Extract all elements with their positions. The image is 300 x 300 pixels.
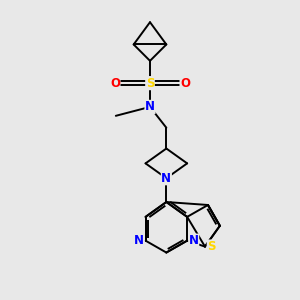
Text: O: O bbox=[110, 76, 120, 90]
Text: N: N bbox=[161, 172, 171, 185]
Text: N: N bbox=[189, 234, 199, 247]
Text: S: S bbox=[207, 240, 216, 253]
Text: N: N bbox=[134, 234, 144, 247]
Text: O: O bbox=[180, 76, 190, 90]
Text: S: S bbox=[146, 76, 154, 90]
Text: N: N bbox=[145, 100, 155, 113]
